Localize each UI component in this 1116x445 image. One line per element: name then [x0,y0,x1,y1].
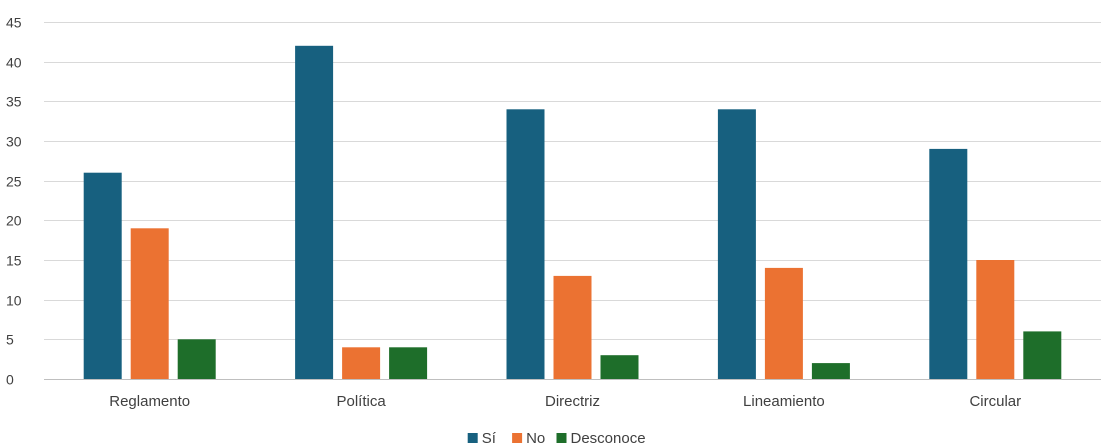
y-tick-label: 5 [6,332,14,348]
legend-swatch [556,433,567,443]
x-category-label: Política [336,393,386,410]
legend: Sí No Desconoce [467,430,646,445]
bar [342,347,381,379]
gridlines [44,22,1101,380]
bar [811,363,850,379]
legend-label: No [526,430,545,445]
bar [764,267,803,379]
bar [506,109,545,380]
x-axis: Reglamento Política Directriz Lineamiento Ci… [109,393,1021,410]
y-tick-label: 0 [6,372,14,388]
legend-swatch [467,433,478,443]
bar [717,109,756,380]
y-tick-label: 20 [6,213,22,229]
bar [976,260,1015,379]
x-category-label: Lineamiento [743,393,825,410]
y-tick-label: 40 [6,55,22,71]
y-tick-label: 15 [6,253,22,269]
bar [177,339,216,379]
bar [929,148,968,379]
x-category-label: Directriz [545,393,600,410]
legend-label: Desconoce [571,430,646,445]
y-tick-label: 30 [6,134,22,150]
bars [83,45,1062,380]
legend-label: Sí [482,430,497,445]
y-axis: 0 5 10 15 20 25 30 35 40 45 [6,15,22,388]
bar [130,228,169,379]
bar [83,172,122,379]
bar [553,275,592,379]
y-tick-label: 25 [6,174,22,190]
bar [389,347,428,379]
y-tick-label: 35 [6,94,22,110]
bar [1023,331,1062,379]
y-tick-label: 45 [6,15,22,31]
x-category-label: Circular [969,393,1021,410]
x-category-label: Reglamento [109,393,190,410]
legend-swatch [512,433,523,443]
y-tick-label: 10 [6,293,22,309]
bar [600,355,639,379]
bar [295,45,334,380]
